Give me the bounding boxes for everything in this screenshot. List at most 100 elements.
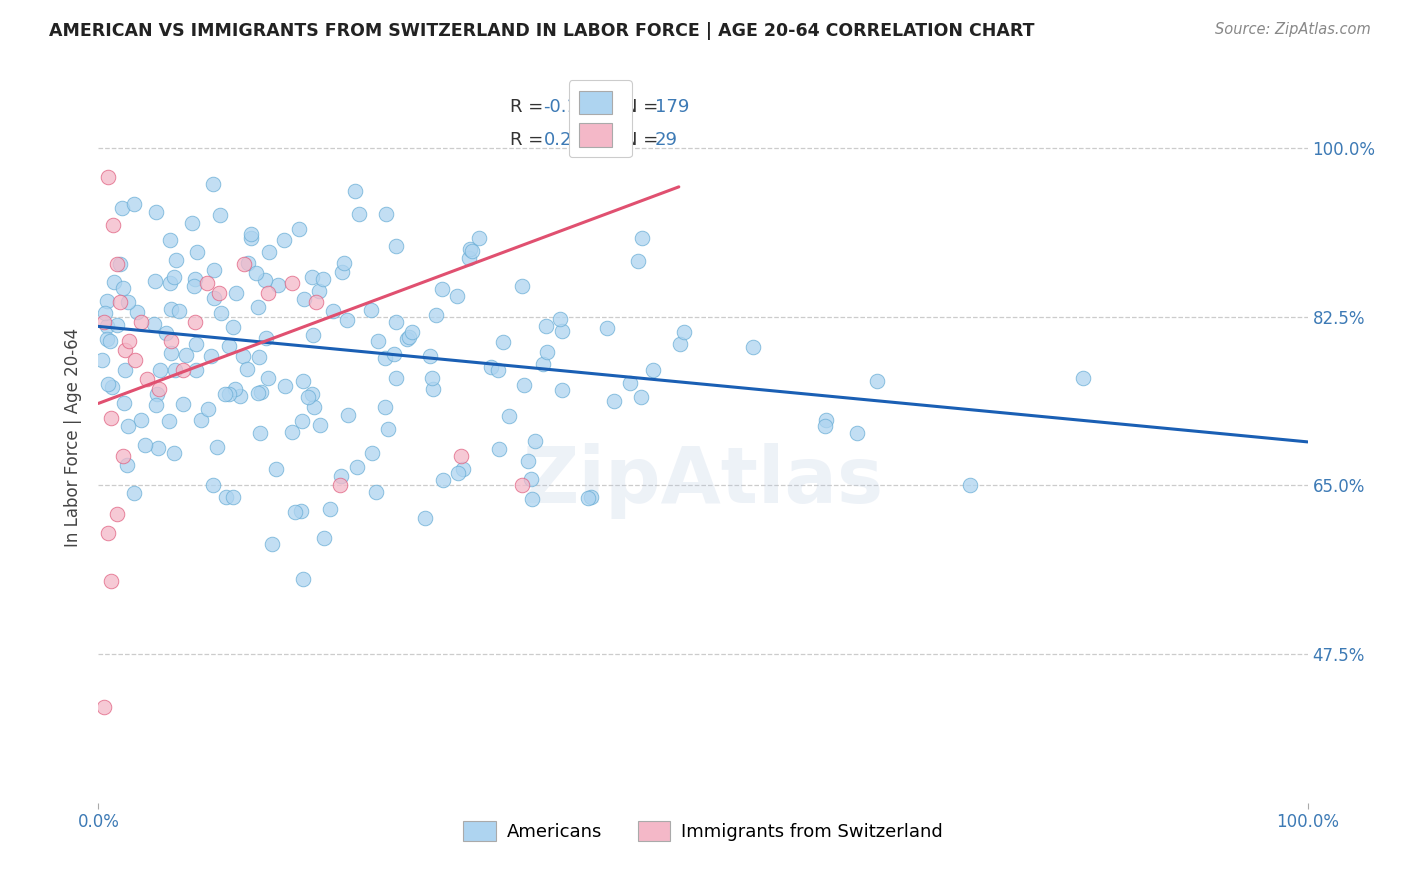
Point: [374, 400, 396, 414]
Text: R =: R =: [509, 98, 548, 117]
Point: [202, 478, 225, 492]
Point: [159, 346, 181, 360]
Point: [105, 257, 128, 271]
Point: [129, 413, 152, 427]
Point: [267, 278, 290, 293]
Text: -0.114: -0.114: [543, 98, 602, 117]
Point: [432, 473, 454, 487]
Point: [346, 460, 368, 475]
Point: [149, 363, 172, 377]
Point: [169, 303, 191, 318]
Point: [510, 478, 533, 492]
Point: [579, 491, 602, 505]
Point: [551, 383, 574, 397]
Point: [377, 422, 399, 436]
Point: [197, 401, 219, 416]
Point: [517, 454, 540, 468]
Point: [202, 177, 225, 191]
Point: [190, 413, 212, 427]
Point: [134, 437, 156, 451]
Point: [329, 469, 352, 483]
Point: [160, 334, 183, 348]
Point: [319, 501, 342, 516]
Point: [165, 253, 187, 268]
Point: [93, 699, 115, 714]
Point: [603, 393, 626, 408]
Point: [336, 408, 359, 422]
Point: [218, 339, 240, 353]
Point: [249, 384, 271, 399]
Point: [222, 320, 245, 334]
Point: [208, 285, 231, 300]
Point: [101, 380, 124, 394]
Point: [384, 315, 406, 329]
Point: [815, 413, 838, 427]
Point: [292, 572, 315, 586]
Text: 0.285: 0.285: [543, 131, 595, 149]
Point: [157, 414, 180, 428]
Point: [309, 418, 332, 433]
Point: [302, 328, 325, 343]
Point: [673, 325, 696, 339]
Point: [159, 233, 181, 247]
Point: [129, 315, 152, 329]
Point: [291, 415, 314, 429]
Point: [100, 574, 122, 589]
Point: [536, 318, 558, 333]
Point: [959, 478, 981, 492]
Point: [184, 336, 207, 351]
Point: [239, 231, 262, 245]
Point: [232, 350, 254, 364]
Point: [143, 274, 166, 288]
Point: [236, 361, 259, 376]
Point: [385, 371, 408, 385]
Point: [110, 202, 132, 216]
Point: [619, 376, 641, 390]
Point: [184, 363, 207, 377]
Point: [329, 478, 352, 492]
Point: [145, 205, 167, 219]
Point: [284, 505, 307, 519]
Point: [398, 329, 420, 343]
Point: [385, 239, 408, 253]
Point: [361, 445, 384, 459]
Point: [453, 462, 475, 476]
Point: [145, 398, 167, 412]
Point: [105, 507, 128, 521]
Point: [420, 371, 443, 385]
Point: [336, 313, 359, 327]
Point: [247, 351, 270, 365]
Point: [117, 295, 139, 310]
Point: [93, 306, 115, 320]
Point: [846, 426, 869, 441]
Point: [224, 382, 246, 396]
Point: [214, 387, 236, 401]
Point: [422, 383, 444, 397]
Point: [630, 390, 652, 404]
Point: [97, 170, 120, 185]
Point: [413, 511, 436, 525]
Text: AMERICAN VS IMMIGRANTS FROM SWITZERLAND IN LABOR FORCE | AGE 20-64 CORRELATION C: AMERICAN VS IMMIGRANTS FROM SWITZERLAND …: [49, 22, 1035, 40]
Point: [180, 216, 202, 230]
Point: [322, 304, 344, 318]
Point: [214, 490, 236, 504]
Point: [209, 208, 232, 222]
Point: [162, 446, 184, 460]
Point: [430, 282, 453, 296]
Point: [174, 348, 197, 362]
Point: [273, 233, 295, 247]
Point: [401, 325, 423, 339]
Point: [301, 387, 323, 401]
Point: [458, 251, 481, 265]
Point: [330, 265, 353, 279]
Point: [288, 222, 311, 236]
Point: [143, 317, 166, 331]
Point: [97, 526, 120, 541]
Point: [135, 372, 157, 386]
Point: [115, 458, 138, 473]
Text: N =: N =: [624, 98, 665, 117]
Point: [117, 418, 139, 433]
Point: [257, 245, 280, 260]
Point: [281, 276, 304, 290]
Point: [312, 271, 335, 285]
